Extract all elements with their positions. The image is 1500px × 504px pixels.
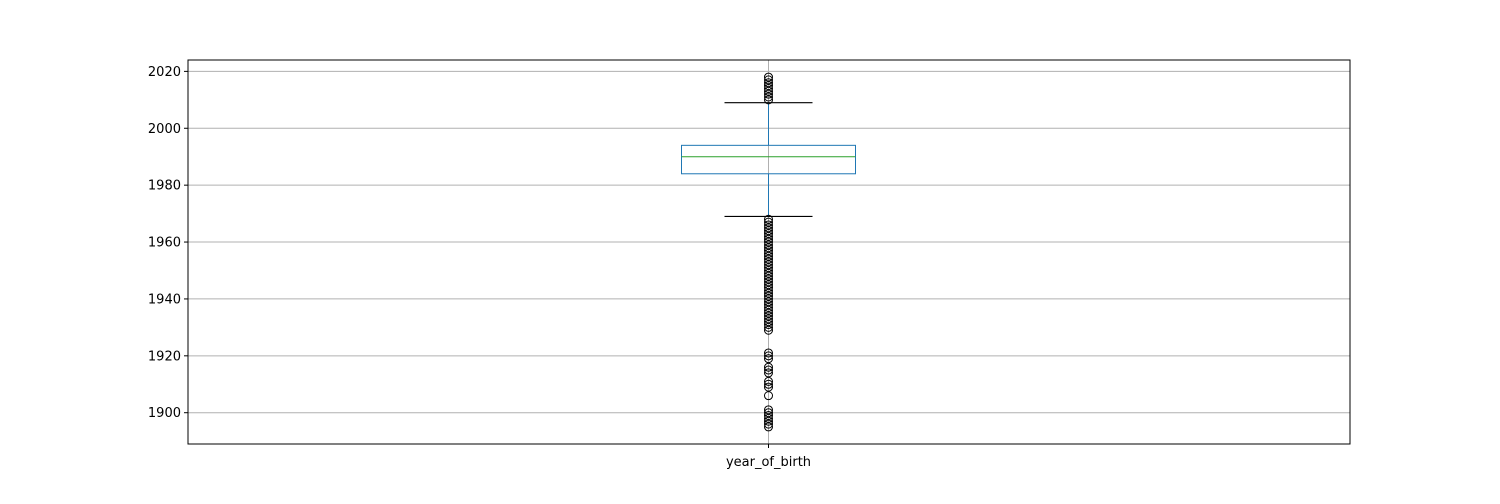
- outlier-point: [764, 280, 773, 290]
- outlier-point: [764, 263, 773, 273]
- outlier-point: [764, 320, 773, 330]
- y-tick-label: 2020: [148, 65, 181, 80]
- outlier-point: [764, 237, 773, 247]
- outlier-point: [764, 246, 773, 256]
- iqr-box: [681, 144, 856, 175]
- outlier-point: [764, 271, 773, 281]
- plot-frame: [187, 59, 1351, 445]
- outlier-point: [764, 240, 773, 250]
- outlier-point: [764, 291, 773, 301]
- outlier-point: [764, 300, 773, 310]
- outlier-point: [764, 214, 773, 224]
- outlier-point: [764, 265, 773, 275]
- outlier-point: [764, 285, 773, 295]
- y-tick-label: 1920: [148, 349, 181, 364]
- outlier-point: [764, 220, 773, 230]
- y-tick-label: 1900: [148, 406, 181, 421]
- outlier-point: [764, 391, 773, 401]
- outlier-point: [764, 416, 773, 426]
- outlier-point: [764, 86, 773, 96]
- outlier-point: [764, 283, 773, 293]
- outlier-point: [764, 325, 773, 335]
- x-tick-label: year_of_birth: [726, 455, 811, 470]
- outlier-point: [764, 274, 773, 284]
- outlier-point: [764, 376, 773, 386]
- outlier-point: [764, 231, 773, 241]
- outlier-point: [764, 419, 773, 429]
- box-layer: [681, 102, 856, 218]
- outlier-point: [764, 294, 773, 304]
- outlier-point: [764, 354, 773, 364]
- y-tick-label: 2000: [148, 122, 181, 137]
- outlier-point: [764, 422, 773, 432]
- outlier-point: [764, 277, 773, 287]
- outlier-point: [764, 234, 773, 244]
- outlier-point: [764, 405, 773, 415]
- outlier-point: [764, 75, 773, 85]
- outlier-point: [764, 268, 773, 278]
- outlier-point: [764, 81, 773, 91]
- y-tick-label: 1940: [148, 292, 181, 307]
- outlier-point: [764, 411, 773, 421]
- outlier-point: [764, 248, 773, 258]
- outlier-point: [764, 308, 773, 318]
- outlier-point: [764, 260, 773, 270]
- outlier-point: [764, 368, 773, 378]
- y-tick-label: 1980: [148, 179, 181, 194]
- outlier-point: [764, 83, 773, 93]
- outlier-point: [764, 408, 773, 418]
- outlier-point: [764, 226, 773, 236]
- outlier-point: [764, 382, 773, 392]
- outlier-point: [764, 317, 773, 327]
- outlier-point: [764, 413, 773, 423]
- outlier-point: [764, 348, 773, 358]
- outlier-point: [764, 365, 773, 375]
- outlier-point: [764, 92, 773, 102]
- outlier-point: [764, 297, 773, 307]
- outlier-point: [764, 251, 773, 261]
- outlier-point: [764, 302, 773, 312]
- outlier-point: [764, 229, 773, 239]
- outlier-point: [764, 243, 773, 253]
- outlier-point: [764, 311, 773, 321]
- outlier-point: [764, 72, 773, 82]
- outlier-point: [764, 254, 773, 264]
- outlier-point: [764, 217, 773, 227]
- outlier-point: [764, 95, 773, 105]
- outlier-point: [764, 379, 773, 389]
- outlier-point: [764, 305, 773, 315]
- outlier-point: [764, 78, 773, 88]
- outlier-point: [764, 314, 773, 324]
- outlier-point: [764, 288, 773, 298]
- outlier-point: [764, 257, 773, 267]
- outlier-point: [764, 351, 773, 361]
- outlier-point: [764, 362, 773, 372]
- y-tick-label: 1960: [148, 236, 181, 251]
- x-axis: year_of_birth: [726, 444, 811, 470]
- y-axis: 1900 1920 1940 1960 1980 2000 2020: [148, 65, 188, 421]
- outlier-point: [764, 322, 773, 332]
- outlier-point: [764, 223, 773, 233]
- outliers: [764, 72, 773, 432]
- outlier-point: [764, 89, 773, 99]
